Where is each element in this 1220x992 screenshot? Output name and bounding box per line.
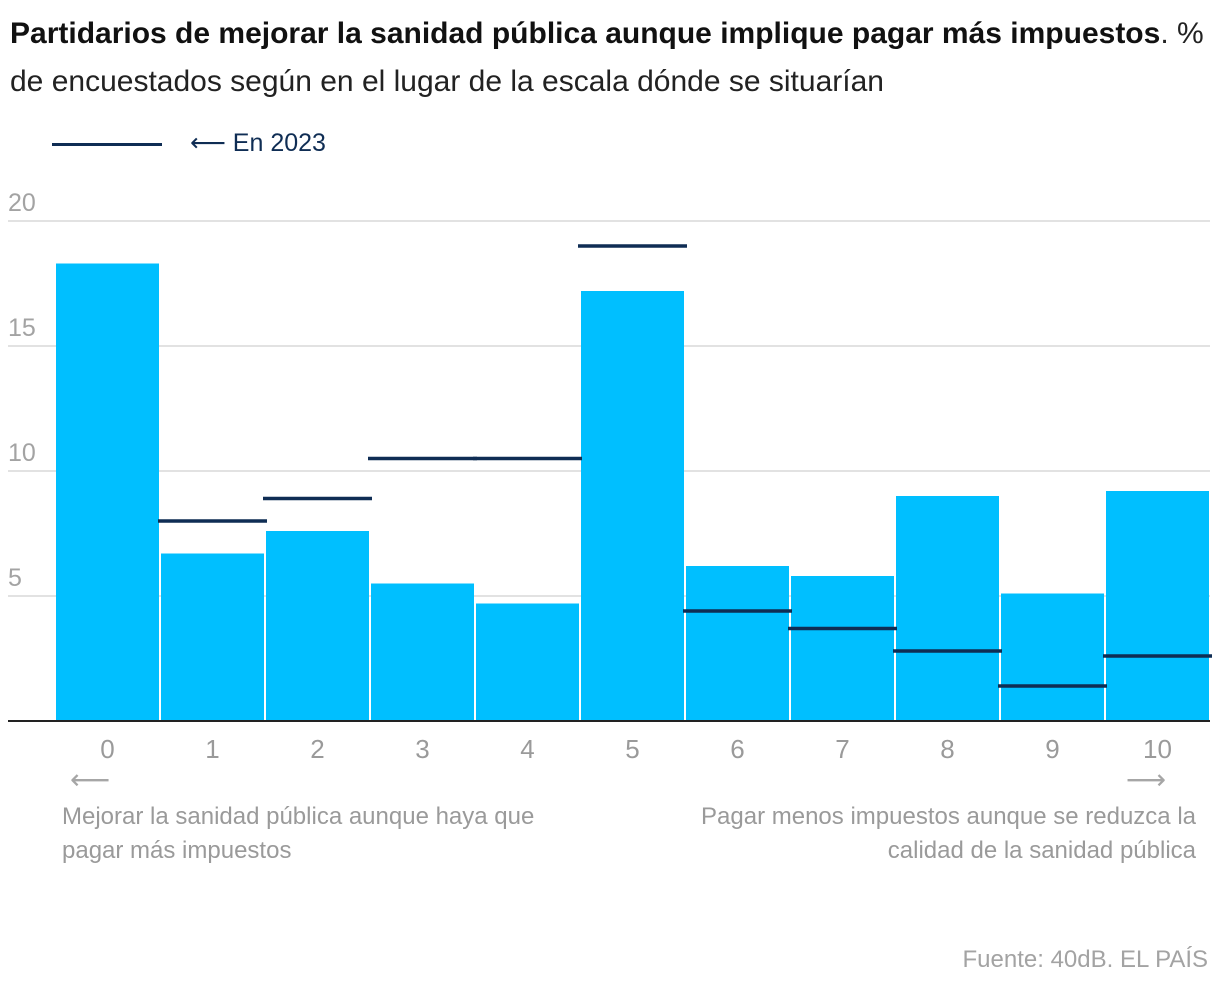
right-arrow-icon: ⟶ — [1126, 764, 1167, 795]
x-tick-label-8: 8 — [940, 734, 954, 764]
bar-0 — [56, 263, 159, 721]
bar-4 — [476, 603, 579, 721]
chart-title: Partidarios de mejorar la sanidad públic… — [10, 10, 1210, 106]
y-tick-label-15: 15 — [8, 314, 36, 342]
legend-label: ⟵ En 2023 — [190, 126, 326, 160]
chart-subtitle: . % de encuestados según en el lugar de … — [10, 17, 1204, 98]
x-tick-label-9: 9 — [1045, 734, 1059, 764]
left-arrow-icon: ⟵ — [70, 764, 111, 795]
source-note: Fuente: 40dB. EL PAÍS — [962, 946, 1208, 973]
bar-chart: 5 10 15 20 0 1 2 3 4 5 6 7 8 9 10 — [8, 189, 1212, 764]
bar-10 — [1106, 491, 1209, 721]
x-tick-label-5: 5 — [625, 734, 639, 764]
y-tick-label-5: 5 — [8, 564, 22, 592]
bar-7 — [791, 576, 894, 721]
x-tick-label-7: 7 — [835, 734, 849, 764]
right-scale-note: Pagar menos impuestos aunque se reduzca … — [701, 803, 1196, 864]
chart-title-bold: Partidarios de mejorar la sanidad públic… — [10, 17, 1161, 50]
left-scale-note: Mejorar la sanidad pública aunque haya q… — [62, 803, 535, 864]
x-tick-label-6: 6 — [730, 734, 744, 764]
y-tick-label-20: 20 — [8, 189, 36, 217]
bar-2 — [266, 531, 369, 721]
bar-9 — [1001, 593, 1104, 721]
x-tick-label-0: 0 — [100, 734, 114, 764]
bar-5 — [581, 291, 684, 721]
y-tick-label-10: 10 — [8, 439, 36, 467]
x-tick-label-10: 10 — [1143, 734, 1172, 764]
x-tick-label-4: 4 — [520, 734, 534, 764]
x-tick-label-3: 3 — [415, 734, 429, 764]
bar-3 — [371, 583, 474, 721]
x-tick-label-2: 2 — [310, 734, 324, 764]
legend-line-2023 — [52, 143, 162, 146]
bar-6 — [686, 566, 789, 721]
x-tick-label-1: 1 — [205, 734, 219, 764]
legend-label-text: En 2023 — [232, 129, 326, 157]
bar-8 — [896, 496, 999, 721]
bar-1 — [161, 553, 264, 721]
legend-arrow-icon: ⟵ — [190, 129, 226, 157]
